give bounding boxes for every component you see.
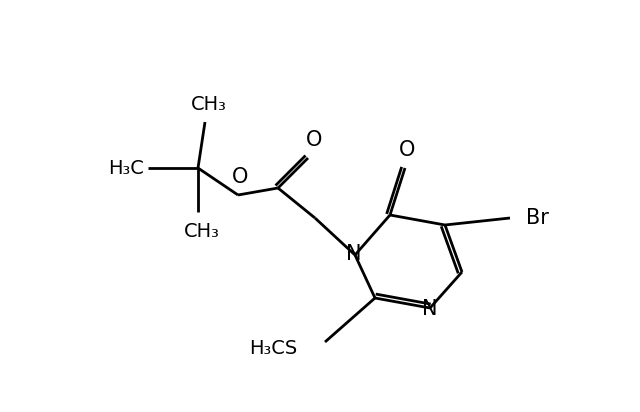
Text: CH₃: CH₃	[191, 95, 227, 114]
Text: O: O	[306, 130, 322, 150]
Text: O: O	[399, 140, 415, 160]
Text: N: N	[422, 299, 438, 319]
Text: H₃C: H₃C	[108, 159, 144, 178]
Text: Br: Br	[526, 208, 549, 228]
Text: N: N	[346, 244, 362, 264]
Text: O: O	[232, 167, 248, 187]
Text: H₃CS: H₃CS	[249, 339, 297, 358]
Text: CH₃: CH₃	[184, 222, 220, 241]
